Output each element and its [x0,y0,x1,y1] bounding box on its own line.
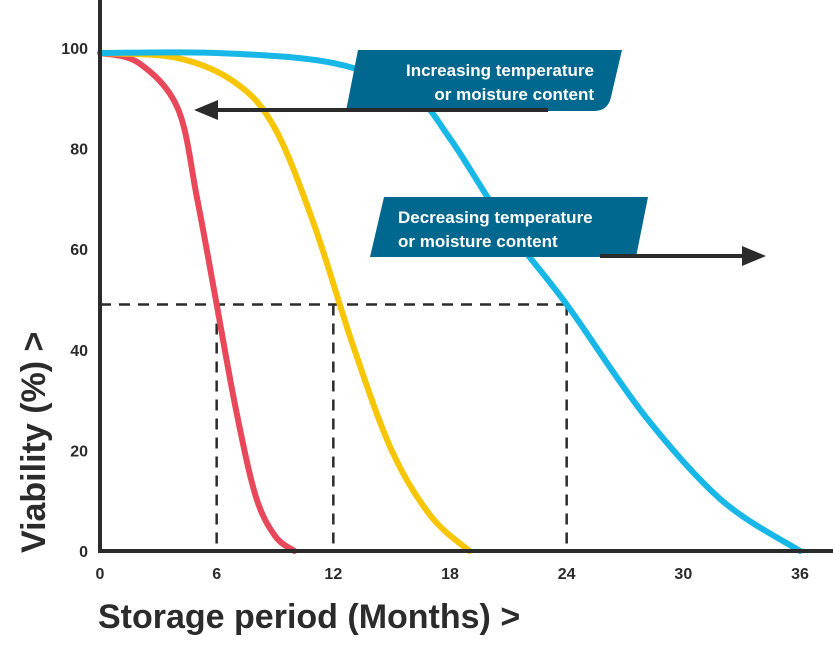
x-axis-title: Storage period (Months) > [98,598,520,636]
annotation-box-decreasing [370,197,648,257]
annotation-text-line: Increasing temperature [406,61,594,80]
arrow-left-icon [194,100,218,120]
tick-labels: 0 6 12 18 24 30 36 0 20 40 60 80 100 [61,41,809,583]
axes [98,0,833,553]
y-axis-title: Viability (%) > [15,332,53,553]
annotation-text-line: or moisture content [434,85,594,104]
y-tick-label: 100 [61,41,88,58]
y-tick-label: 20 [70,443,88,460]
series-line-2 [97,50,473,554]
x-tick-label: 12 [324,566,342,583]
series-layer [97,49,803,554]
x-tick-label: 24 [558,566,576,583]
y-tick-label: 40 [70,343,88,360]
x-tick-label: 30 [674,566,692,583]
x-tick-label: 36 [791,566,809,583]
y-tick-label: 80 [70,142,88,159]
y-tick-label: 60 [70,242,88,259]
annotation-text-line: Decreasing temperature [398,208,593,227]
annotations: Increasing temperature or moisture conten… [194,50,766,266]
x-tick-label: 0 [96,566,105,583]
x-tick-label: 18 [441,566,459,583]
y-tick-label: 0 [79,544,88,561]
series-line-1 [97,50,298,554]
reference-lines [100,303,568,551]
x-tick-label: 6 [212,566,221,583]
series-line-3 [97,49,803,554]
arrow-right-icon [742,246,766,266]
annotation-text-line: or moisture content [398,232,558,251]
annotation-box-increasing [346,50,622,111]
